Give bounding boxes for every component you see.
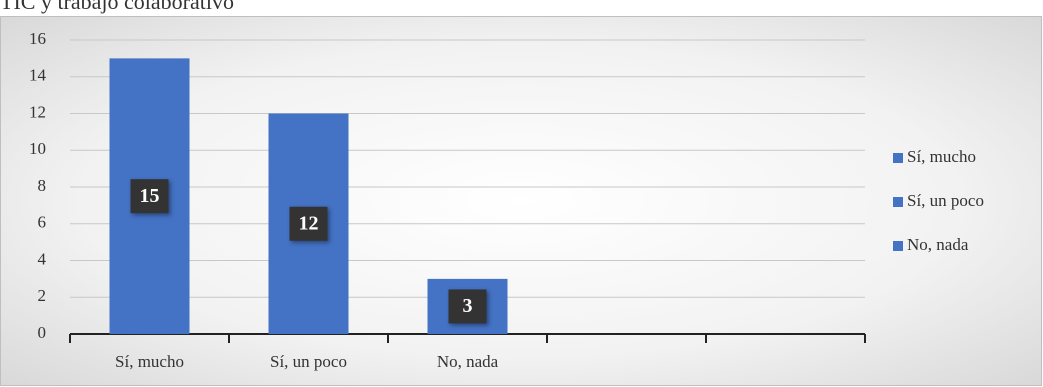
legend-label: Sí, mucho [907, 147, 976, 166]
plot-area: 0 2 4 6 8 10 12 14 16 Sí, mucho 15 Sí, un poco 12 No,… [29, 29, 984, 371]
legend-label: Sí, un poco [907, 191, 984, 210]
y-tick-label: 0 [38, 323, 47, 342]
legend-swatch [893, 197, 903, 207]
legend-swatch [893, 153, 903, 163]
legend-swatch [893, 241, 903, 251]
x-tick-label: No, nada [437, 352, 499, 371]
y-tick-label: 10 [29, 139, 46, 158]
legend-label: No, nada [907, 235, 969, 254]
chart-title: TIC y trabajo colaborativo [0, 0, 234, 14]
y-tick-label: 16 [29, 29, 46, 48]
x-tick-label: Sí, mucho [115, 352, 184, 371]
y-tick-label: 6 [38, 213, 47, 232]
data-label-box [130, 179, 169, 214]
x-tick-label: Sí, un poco [270, 352, 347, 371]
data-label-box [289, 206, 328, 241]
y-tick-label: 8 [38, 176, 47, 195]
y-tick-label: 4 [38, 249, 47, 268]
data-label-box [448, 289, 487, 324]
data-label: 15 [140, 185, 160, 207]
y-tick-label: 12 [29, 102, 46, 121]
y-tick-label: 2 [38, 286, 47, 305]
y-tick-label: 14 [29, 66, 47, 85]
data-label: 3 [463, 295, 473, 317]
data-label: 12 [299, 212, 319, 234]
